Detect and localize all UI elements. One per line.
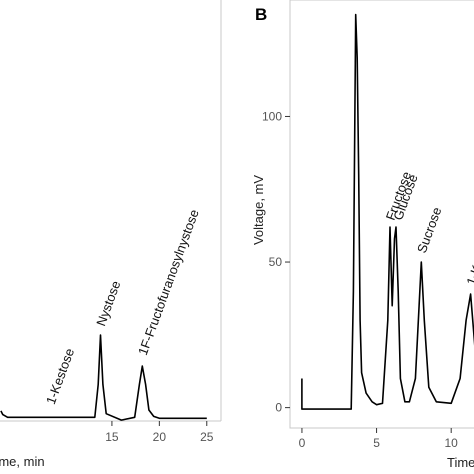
panel-b-y-tick-label: 0 [275,401,282,415]
panel-a-trace-line [0,334,207,421]
panel-a-x-tick-label: 25 [200,430,214,444]
panel-a-x-tick-label: 20 [153,430,167,444]
panel-b-trace-line [301,13,474,410]
panel-b-x-tick-label: 10 [445,436,459,450]
panel-b-letter: B [255,5,267,24]
panel-a-x-axis-label: Time, min [0,454,45,469]
panel-b-peak-label: 1-K [463,263,474,287]
panel-b-x-axis-label: Time [447,455,474,470]
panel-b-x-tick-label: 0 [299,436,306,450]
panel-a-x-ticks: 15 20 25 [105,421,214,444]
panel-a-x-tick-label: 15 [105,430,119,444]
panel-b-y-axis-label: Voltage, mV [251,175,266,245]
panel-b-y-tick-label: 100 [262,109,282,123]
panel-b-x-tick-label: 5 [373,436,380,450]
panel-b-frame [289,0,474,429]
panel-b-y-tick-label: 50 [269,255,283,269]
